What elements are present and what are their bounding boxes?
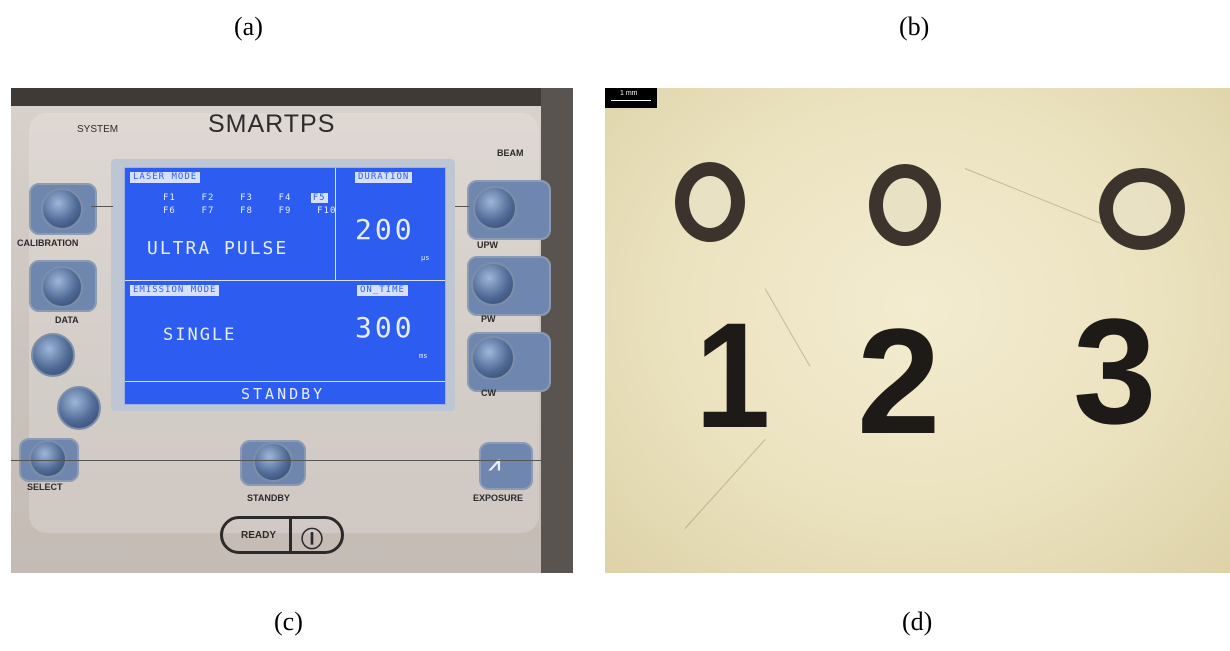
caption-b: (b) (899, 12, 930, 41)
lcd-screen: LASER MODE DURATION F1 F2 F3 F4 F5 F6 F7… (124, 167, 446, 405)
laser-mode-tag: LASER MODE (130, 172, 201, 183)
calibration-label: CALIBRATION (17, 238, 79, 248)
panel-subtitle: SYSTEM (77, 124, 119, 135)
cw-knob[interactable] (471, 336, 515, 380)
exposure-icon: ⩘ (489, 453, 501, 475)
on-time-value: 300 (355, 311, 415, 344)
screen-vertical-divider (335, 168, 336, 280)
emission-value: SINGLE (163, 325, 237, 345)
screen-status-divider (125, 381, 445, 382)
power-icon: Ⓘ (301, 527, 324, 552)
status-text: STANDBY (241, 385, 326, 403)
scale-bar-line (611, 100, 651, 101)
f-key-row-2: F6 F7 F8 F9 F10 (163, 206, 336, 216)
f4-key: F4 (278, 193, 292, 203)
left-knob-3[interactable] (31, 333, 75, 377)
f1-key: F1 (163, 193, 176, 203)
pw-knob[interactable] (471, 262, 515, 306)
on-time-tag: ON_TIME (357, 285, 408, 296)
exposure-label: EXPOSURE (473, 493, 524, 503)
sample-label-2: 2 (857, 297, 941, 465)
sample-photo: 1 mm 1 2 3 (605, 88, 1230, 573)
panel-brand: SMARTPS (208, 110, 336, 138)
ready-label: READY (241, 530, 277, 541)
f10-key: F10 (317, 206, 337, 216)
duration-unit: µs (421, 254, 430, 262)
pw-label: PW (481, 314, 496, 324)
panel-top-edge (11, 88, 573, 106)
on-time-unit: ms (419, 352, 428, 360)
beam-label: BEAM (497, 148, 524, 158)
caption-a: (a) (234, 12, 263, 41)
laser-control-panel-photo: SYSTEM SMARTPS BEAM CALIBRATION DATA SEL… (11, 88, 573, 573)
data-knob[interactable] (41, 266, 83, 308)
screen-horizontal-divider (125, 280, 445, 281)
ready-divider (289, 516, 292, 554)
caption-d: (d) (902, 607, 933, 636)
panel-line-bottom (11, 460, 573, 461)
f8-key: F8 (240, 206, 253, 216)
scale-bar: 1 mm (605, 88, 657, 108)
caption-c: (c) (274, 607, 303, 636)
standby-knob[interactable] (253, 442, 293, 482)
f5-key-selected: F5 (310, 193, 328, 203)
f7-key: F7 (201, 206, 215, 216)
laser-spot-2 (869, 164, 941, 246)
laser-mode-value: ULTRA PULSE (147, 238, 289, 259)
emission-mode-tag: EMISSION MODE (130, 285, 220, 296)
select-knob[interactable] (29, 440, 67, 478)
select-label: SELECT (27, 482, 63, 492)
ready-switch[interactable]: READY Ⓘ (220, 516, 344, 554)
sample-label-1: 1 (695, 291, 771, 459)
panel-right-edge (541, 88, 573, 573)
standby-label: STANDBY (247, 493, 290, 503)
duration-value: 200 (355, 213, 415, 246)
f3-key: F3 (240, 193, 253, 203)
left-knob-4[interactable] (57, 386, 101, 430)
cw-label: CW (481, 388, 496, 398)
panel-line-top-left (91, 206, 113, 207)
sample-label-3: 3 (1073, 287, 1157, 455)
exposure-button[interactable] (479, 442, 533, 490)
laser-spot-1 (675, 162, 745, 242)
data-label: DATA (55, 315, 79, 325)
duration-tag: DURATION (355, 172, 413, 183)
upw-knob[interactable] (473, 186, 517, 230)
scale-bar-label: 1 mm (620, 90, 638, 97)
panel-line-top-right (455, 206, 469, 207)
f2-key: F2 (201, 193, 215, 203)
laser-spot-3 (1099, 168, 1185, 250)
f6-key: F6 (163, 206, 176, 216)
f-key-row-1: F1 F2 F3 F4 F5 (163, 193, 328, 203)
calibration-knob[interactable] (41, 188, 83, 230)
f9-key: F9 (278, 206, 292, 216)
upw-label: UPW (477, 240, 498, 250)
